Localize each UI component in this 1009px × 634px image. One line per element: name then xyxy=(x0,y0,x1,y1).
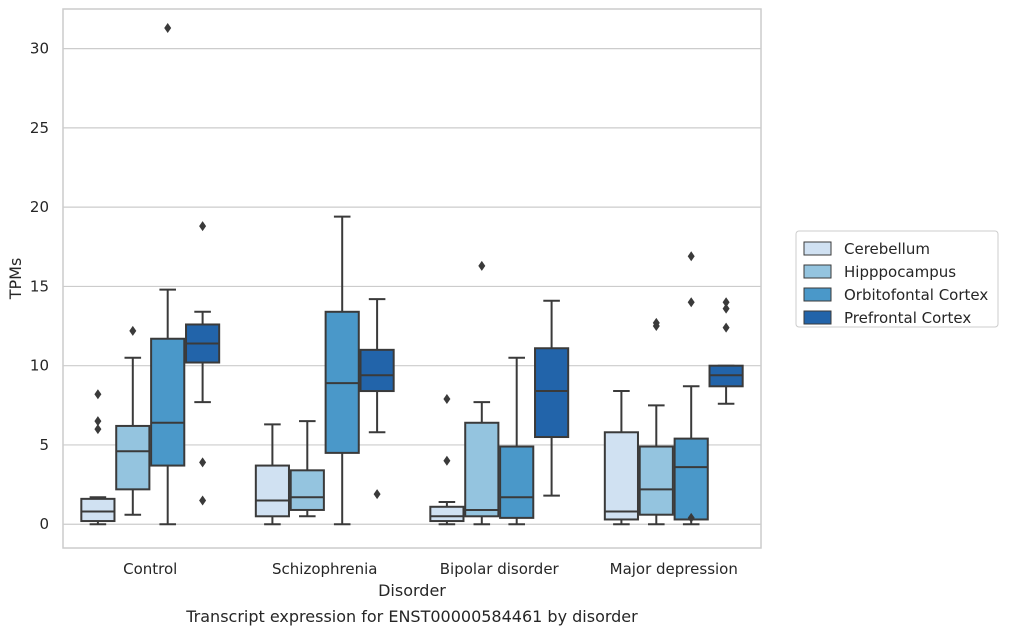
x-axis-label: Disorder xyxy=(378,581,446,600)
legend-label: Cerebellum xyxy=(844,240,930,258)
outlier-marker xyxy=(687,297,695,308)
outlier-marker xyxy=(652,321,660,332)
box-iqr xyxy=(359,348,395,393)
box-iqr xyxy=(638,445,674,516)
box-3-0 xyxy=(185,221,221,506)
y-tick-label: 20 xyxy=(30,198,49,216)
y-tick-label: 25 xyxy=(30,119,49,137)
box-iqr xyxy=(289,469,325,511)
outlier-marker xyxy=(687,512,695,523)
outlier-marker xyxy=(199,457,207,468)
box-2-2 xyxy=(499,356,535,526)
box-iqr xyxy=(534,347,570,439)
box-iqr xyxy=(115,424,151,491)
box-iqr xyxy=(499,445,535,519)
outlier-marker xyxy=(94,424,102,435)
box-iqr xyxy=(80,497,116,523)
legend-swatch xyxy=(803,287,832,302)
box-iqr xyxy=(603,431,639,521)
box-1-1 xyxy=(289,420,325,518)
box-0-3 xyxy=(603,390,639,526)
y-axis-ticks: 0 5 10 15 20 25 30 xyxy=(30,40,49,534)
legend-swatch xyxy=(803,241,832,256)
box-0-2 xyxy=(429,393,465,526)
box-3-2 xyxy=(534,299,570,497)
box-iqr xyxy=(150,337,186,467)
outlier-marker xyxy=(129,325,137,336)
legend-swatch xyxy=(803,264,832,279)
box-2-1 xyxy=(324,215,360,526)
outlier-marker xyxy=(478,260,486,271)
y-tick-label: 0 xyxy=(39,515,49,533)
y-tick-label: 30 xyxy=(30,40,49,58)
y-tick-label: 15 xyxy=(30,277,49,295)
plot-frame xyxy=(62,8,762,549)
box-2-3 xyxy=(673,251,709,526)
outlier-marker xyxy=(722,322,730,333)
x-tick-label: Bipolar disorder xyxy=(440,560,560,578)
x-axis-ticks: Control Schizophrenia Bipolar disorder Majo… xyxy=(123,560,738,578)
box-1-2 xyxy=(464,260,500,526)
box-iqr xyxy=(429,505,465,523)
box-0-1 xyxy=(254,423,290,526)
legend-frame xyxy=(795,230,999,328)
legend-label: Prefrontal Cortex xyxy=(844,309,971,327)
x-tick-label: Schizophrenia xyxy=(272,560,377,578)
box-iqr xyxy=(673,437,709,521)
box-2-0 xyxy=(150,23,186,526)
box-1-0 xyxy=(115,325,151,516)
box-3-1 xyxy=(359,298,395,500)
box-3-3 xyxy=(708,297,744,405)
y-axis-label: TPMs xyxy=(6,258,25,301)
outlier-marker xyxy=(687,251,695,262)
outlier-marker xyxy=(199,495,207,506)
figure-caption: Transcript expression for ENST0000058446… xyxy=(185,607,638,626)
x-tick-label: Major depression xyxy=(610,560,738,578)
legend-label: Hipppocampus xyxy=(844,263,956,281)
x-tick-label: Control xyxy=(123,560,177,578)
box-plot-series xyxy=(80,23,744,526)
outlier-marker xyxy=(94,389,102,400)
box-iqr xyxy=(254,464,290,518)
outlier-marker xyxy=(722,303,730,314)
box-0-0 xyxy=(80,389,116,526)
outlier-marker xyxy=(94,416,102,427)
outlier-marker xyxy=(443,393,451,404)
outlier-marker xyxy=(199,221,207,232)
y-tick-label: 10 xyxy=(30,357,49,375)
legend-swatch xyxy=(803,310,832,325)
outlier-marker xyxy=(164,23,172,34)
outlier-marker xyxy=(373,489,381,500)
outlier-marker xyxy=(722,297,730,308)
outlier-marker xyxy=(443,455,451,466)
box-iqr xyxy=(464,421,500,518)
legend-label: Orbitofontal Cortex xyxy=(844,286,988,304)
box-1-3 xyxy=(638,317,674,526)
legend: Cerebellum Hipppocampus Orbitofontal Corte… xyxy=(795,230,999,328)
y-tick-label: 5 xyxy=(39,436,49,454)
